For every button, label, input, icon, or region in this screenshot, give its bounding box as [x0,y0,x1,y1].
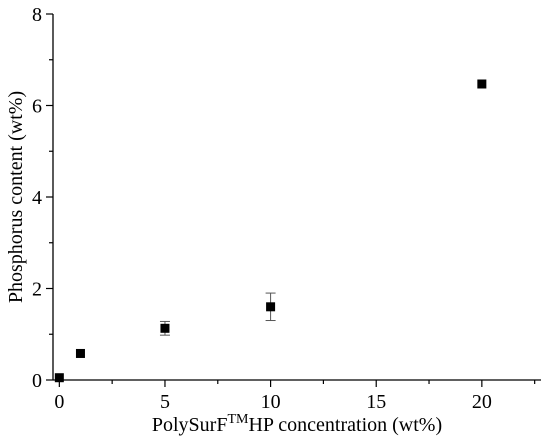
data-point [54,373,64,383]
x-ticks: 0 5 10 15 20 [54,380,536,413]
x-tick-label: 20 [472,391,492,413]
data-point [75,348,85,358]
y-tick-label: 6 [32,96,42,118]
x-axis-title-main: PolySurF [152,414,228,436]
x-tick-label: 5 [160,391,170,413]
data-point [477,79,487,89]
x-tick-label: 10 [261,391,281,413]
data-point [266,302,276,312]
data-point [160,323,170,333]
x-tick-label: 15 [366,391,386,413]
x-axis-title-superscript: TM [227,412,249,427]
y-ticks: 0 2 4 6 8 [32,4,53,392]
y-tick-label: 0 [32,370,42,392]
y-axis-title: Phosphorus content (wt%) [5,91,27,303]
x-axis-title-rest: HP concentration (wt%) [248,414,442,436]
plot-area [52,14,541,381]
error-bars [159,292,276,336]
data-markers [54,79,487,383]
y-tick-label: 4 [32,187,42,209]
x-tick-label: 0 [54,391,64,413]
x-axis-title: PolySurFTMHP concentration (wt%) [152,412,442,436]
y-tick-label: 2 [32,279,42,301]
y-tick-label: 8 [32,4,42,26]
